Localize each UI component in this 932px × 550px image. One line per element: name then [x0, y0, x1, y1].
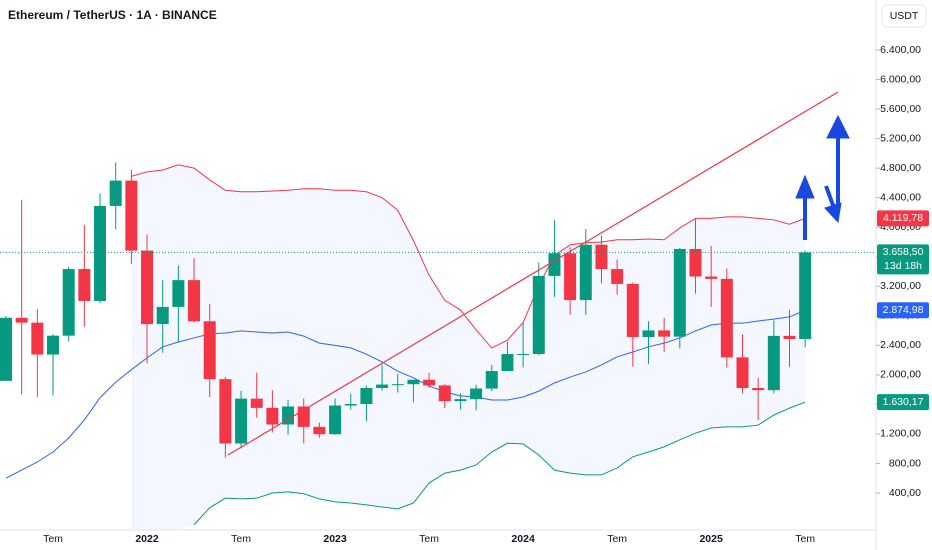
y-tick-label: 4.800,00: [880, 162, 921, 174]
band-line: [5, 309, 806, 479]
candle-body: [548, 253, 561, 276]
y-tick-label: 6.000,00: [880, 73, 921, 85]
price-tag-label: 2.874,98: [883, 304, 924, 316]
candle-body: [438, 385, 451, 402]
candle-body: [501, 354, 514, 372]
candle-body: [564, 253, 577, 301]
arrow: [824, 185, 836, 209]
candle-body: [470, 388, 483, 400]
candle-body: [250, 398, 263, 408]
candle-body: [376, 384, 389, 389]
candle-body: [532, 275, 545, 354]
currency-label: USDT: [890, 10, 919, 22]
candle-body: [0, 317, 12, 381]
candle-body: [736, 357, 749, 389]
y-tick-label: 1.200,00: [880, 428, 921, 440]
candle-body: [485, 371, 498, 389]
band-fill: [131, 164, 806, 530]
candle-body: [47, 335, 60, 355]
candle-body: [266, 407, 279, 425]
y-tick-label: 2.000,00: [880, 369, 921, 381]
y-tick-label: 5.200,00: [880, 132, 921, 144]
candle-body: [595, 244, 608, 270]
candle-body: [579, 244, 592, 301]
x-tick-label: 2022: [135, 533, 159, 545]
price-tag-label: 3.658,50: [883, 246, 924, 258]
band-line: [193, 401, 806, 526]
price-tag: [877, 210, 929, 227]
arrow-head: [795, 174, 815, 199]
candle-body: [767, 335, 780, 391]
candle-body: [689, 248, 702, 277]
candle-body: [360, 388, 373, 405]
candle-body: [783, 335, 796, 339]
arrow-head: [824, 202, 842, 224]
candle-body: [31, 322, 44, 355]
candle-body: [125, 180, 138, 251]
drawings: [227, 91, 850, 456]
y-tick-label: 4.400,00: [880, 191, 921, 203]
x-tick-label: Tem: [795, 533, 815, 545]
candle-body: [407, 379, 420, 385]
plot-area: [0, 162, 812, 530]
candle-body: [141, 250, 154, 325]
candle-body: [423, 379, 436, 386]
candle-body: [626, 283, 639, 337]
candle-body: [454, 399, 467, 402]
band-line: [131, 164, 806, 349]
candle-body: [799, 252, 812, 339]
candle-body: [235, 398, 248, 444]
y-tick-label: 400,00: [889, 487, 921, 499]
x-tick-label: 2023: [323, 533, 347, 545]
candle-body: [109, 180, 122, 206]
candle-body: [188, 280, 201, 322]
candle-body: [642, 330, 655, 337]
trend-line: [227, 91, 839, 456]
candle-body: [203, 321, 216, 380]
y-tick-label: 800,00: [889, 457, 921, 469]
candle-body: [720, 278, 733, 358]
price-tag: [877, 302, 929, 319]
x-tick-label: 2024: [511, 533, 535, 545]
candle-body: [156, 306, 169, 325]
x-tick-label: Tem: [419, 533, 439, 545]
candle-body: [329, 405, 342, 435]
chart-title: Ethereum / TetherUS · 1A · BINANCE: [8, 8, 217, 22]
arrow-head: [826, 114, 850, 139]
candle-body: [62, 269, 75, 336]
price-tag: [877, 394, 929, 411]
candle-body: [313, 426, 326, 435]
candle-body: [282, 406, 295, 425]
x-tick-label: 2025: [699, 533, 723, 545]
candle-body: [94, 205, 107, 301]
price-tag: [877, 244, 929, 275]
y-tick-label: 6.400,00: [880, 44, 921, 56]
candle-body: [391, 384, 404, 386]
candle-body: [78, 269, 91, 301]
candle-body: [219, 379, 232, 444]
candle-body: [673, 248, 686, 337]
candle-body: [705, 276, 718, 279]
candle-body: [658, 330, 671, 337]
currency-button[interactable]: [881, 4, 927, 28]
candle-body: [344, 404, 357, 406]
price-tag-label: 4.119,78: [883, 212, 923, 224]
y-tick-label: 3.200,00: [880, 280, 921, 292]
x-tick-label: Tem: [231, 533, 251, 545]
price-tag-label: 1.630,17: [883, 396, 924, 408]
candle-body: [611, 269, 624, 284]
candle-body: [172, 280, 185, 307]
x-tick-label: Tem: [43, 533, 63, 545]
candle-body: [15, 317, 28, 323]
candle-body: [517, 353, 530, 355]
candle-body: [752, 388, 765, 391]
countdown-label: 13d 18h: [884, 260, 922, 272]
arrows: [795, 114, 850, 240]
y-tick-label: 5.600,00: [880, 103, 921, 115]
y-tick-label: 2.400,00: [880, 339, 921, 351]
x-tick-label: Tem: [607, 533, 627, 545]
